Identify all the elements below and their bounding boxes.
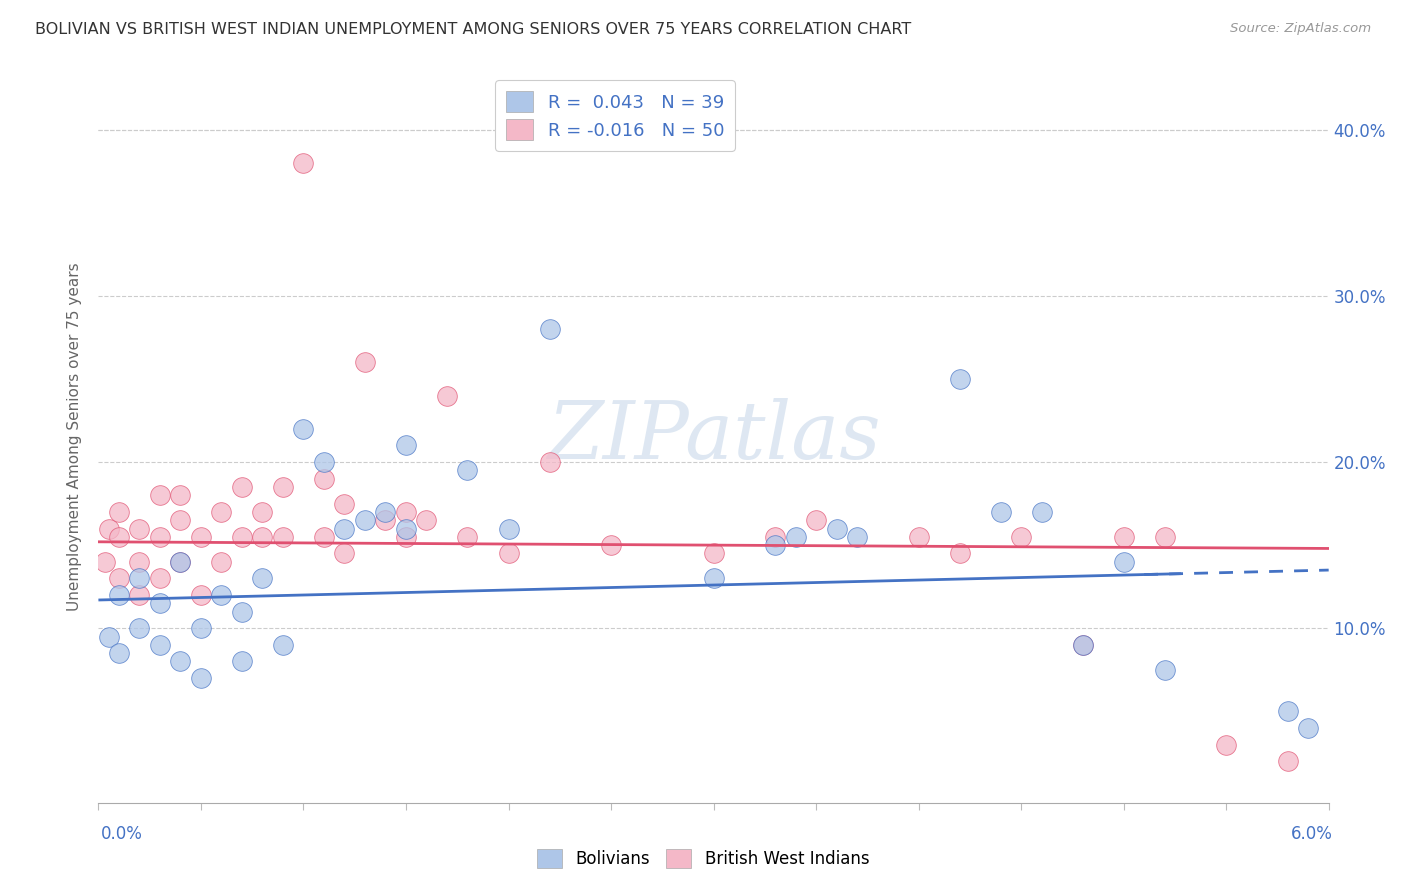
Point <box>231 655 253 669</box>
Point <box>312 455 335 469</box>
Point <box>333 521 356 535</box>
Legend: Bolivians, British West Indians: Bolivians, British West Indians <box>530 842 876 875</box>
Point <box>949 546 972 560</box>
Point <box>128 521 150 535</box>
Point <box>1153 530 1175 544</box>
Point <box>252 571 274 585</box>
Point <box>1071 638 1094 652</box>
Point <box>804 513 827 527</box>
Point <box>108 646 131 660</box>
Point <box>149 596 172 610</box>
Point <box>271 530 294 544</box>
Legend: R =  0.043   N = 39, R = -0.016   N = 50: R = 0.043 N = 39, R = -0.016 N = 50 <box>495 80 735 151</box>
Text: Source: ZipAtlas.com: Source: ZipAtlas.com <box>1230 22 1371 36</box>
Point <box>703 546 725 560</box>
Point <box>292 422 315 436</box>
Point <box>149 530 172 544</box>
Point <box>415 513 437 527</box>
Point <box>169 488 191 502</box>
Point <box>538 322 561 336</box>
Point <box>374 505 396 519</box>
Point <box>128 621 150 635</box>
Point <box>231 605 253 619</box>
Point <box>1277 754 1299 768</box>
Point <box>354 513 377 527</box>
Point <box>333 546 356 560</box>
Point <box>990 505 1012 519</box>
Point <box>498 546 520 560</box>
Point <box>149 488 172 502</box>
Point <box>97 521 120 535</box>
Point <box>1277 705 1299 719</box>
Point <box>292 155 315 169</box>
Point <box>1112 530 1135 544</box>
Point <box>1153 663 1175 677</box>
Point <box>333 497 356 511</box>
Point <box>231 480 253 494</box>
Text: 6.0%: 6.0% <box>1291 825 1333 843</box>
Point <box>312 472 335 486</box>
Point <box>252 530 274 544</box>
Point <box>211 588 233 602</box>
Point <box>97 630 120 644</box>
Point <box>211 505 233 519</box>
Point <box>93 555 115 569</box>
Point <box>1031 505 1053 519</box>
Point <box>271 480 294 494</box>
Text: 0.0%: 0.0% <box>101 825 143 843</box>
Point <box>108 505 131 519</box>
Point <box>128 555 150 569</box>
Point <box>1071 638 1094 652</box>
Point <box>169 513 191 527</box>
Point <box>108 588 131 602</box>
Point <box>538 455 561 469</box>
Point <box>128 588 150 602</box>
Point <box>600 538 623 552</box>
Point <box>907 530 929 544</box>
Point <box>190 671 212 685</box>
Point <box>271 638 294 652</box>
Point <box>395 521 418 535</box>
Point <box>108 530 131 544</box>
Point <box>169 655 191 669</box>
Point <box>252 505 274 519</box>
Point <box>169 555 191 569</box>
Text: ZIPatlas: ZIPatlas <box>547 399 880 475</box>
Point <box>354 355 377 369</box>
Point <box>211 555 233 569</box>
Point <box>1296 721 1319 735</box>
Point <box>312 530 335 544</box>
Point <box>149 638 172 652</box>
Point <box>395 530 418 544</box>
Point <box>149 571 172 585</box>
Point <box>1215 738 1237 752</box>
Point <box>456 530 478 544</box>
Point <box>456 463 478 477</box>
Point <box>436 388 458 402</box>
Point <box>1112 555 1135 569</box>
Point <box>498 521 520 535</box>
Point <box>395 505 418 519</box>
Point <box>231 530 253 544</box>
Point <box>169 555 191 569</box>
Point <box>190 621 212 635</box>
Point <box>785 530 807 544</box>
Point <box>108 571 131 585</box>
Point <box>703 571 725 585</box>
Text: BOLIVIAN VS BRITISH WEST INDIAN UNEMPLOYMENT AMONG SENIORS OVER 75 YEARS CORRELA: BOLIVIAN VS BRITISH WEST INDIAN UNEMPLOY… <box>35 22 911 37</box>
Point <box>763 530 786 544</box>
Y-axis label: Unemployment Among Seniors over 75 years: Unemployment Among Seniors over 75 years <box>67 263 83 611</box>
Point <box>825 521 848 535</box>
Point <box>949 372 972 386</box>
Point <box>1010 530 1032 544</box>
Point <box>190 530 212 544</box>
Point <box>128 571 150 585</box>
Point <box>846 530 869 544</box>
Point <box>395 438 418 452</box>
Point <box>190 588 212 602</box>
Point <box>374 513 396 527</box>
Point <box>763 538 786 552</box>
